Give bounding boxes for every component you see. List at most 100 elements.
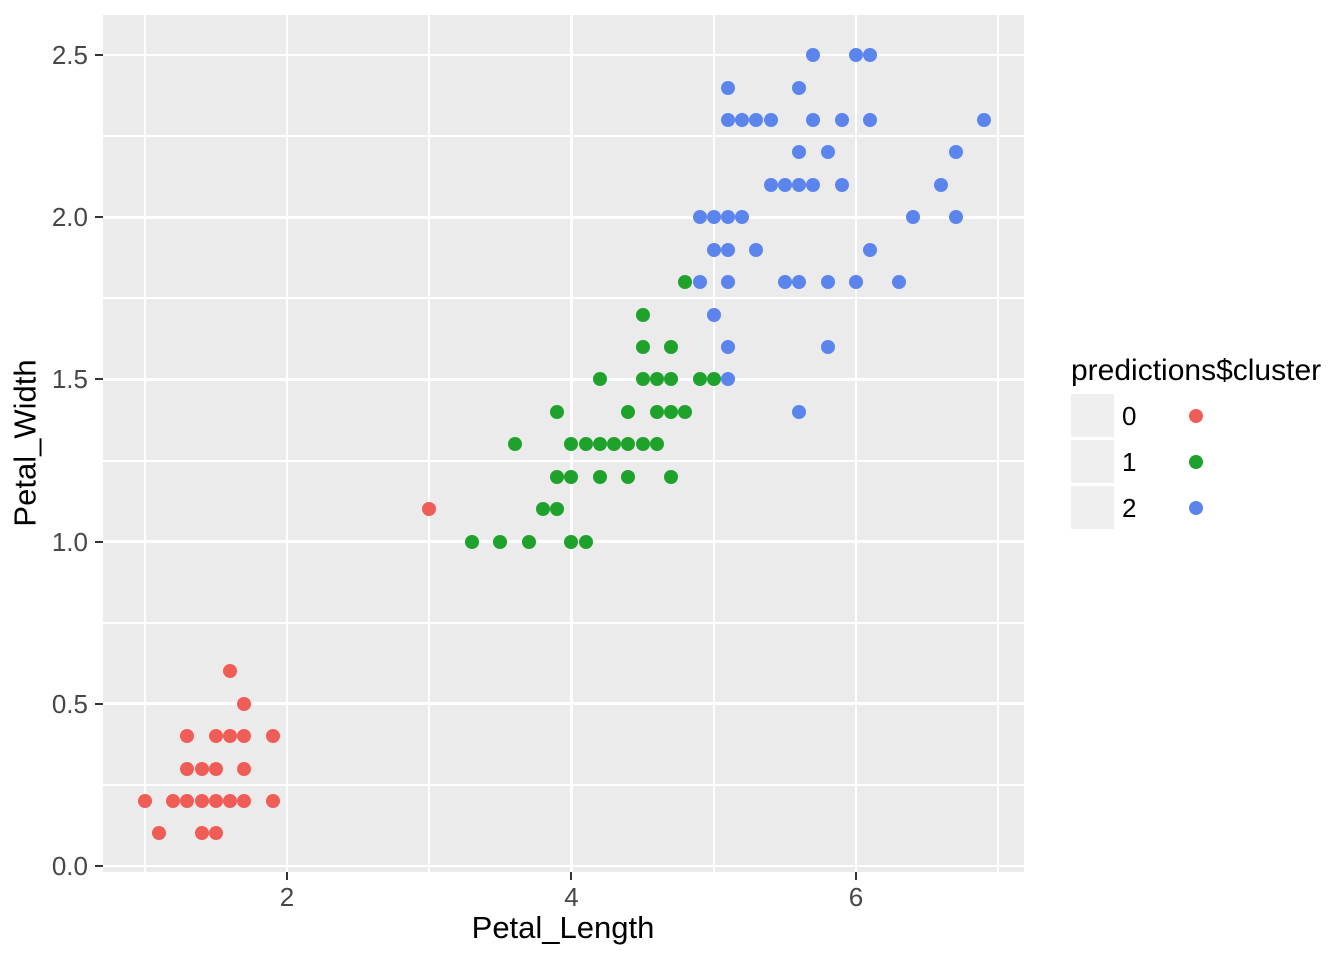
data-point-cluster-1	[536, 502, 550, 517]
data-point-cluster-0	[180, 729, 195, 744]
data-point-cluster-2	[749, 242, 764, 257]
data-point-cluster-2	[720, 80, 735, 95]
data-point-cluster-1	[550, 469, 565, 484]
data-point-cluster-1	[464, 534, 479, 549]
data-point-cluster-2	[863, 242, 878, 257]
x-tick-label: 4	[564, 882, 579, 912]
data-point-cluster-2	[720, 275, 735, 290]
data-point-cluster-2	[806, 177, 821, 192]
data-point-cluster-2	[863, 48, 878, 63]
data-point-cluster-1	[550, 502, 565, 517]
gridline-major-y	[103, 540, 1024, 543]
data-point-cluster-0	[208, 826, 223, 841]
data-point-cluster-2	[792, 177, 807, 192]
legend-swatch-dot-icon	[1189, 500, 1204, 515]
data-point-cluster-1	[635, 340, 650, 355]
legend-item-label: 2	[1122, 492, 1137, 523]
y-tick-mark	[95, 216, 103, 219]
legend-item-label: 0	[1122, 400, 1137, 431]
data-point-cluster-2	[706, 307, 721, 322]
data-point-cluster-2	[820, 275, 835, 290]
data-point-cluster-1	[564, 437, 579, 452]
data-point-cluster-1	[621, 469, 636, 484]
gridline-major-y	[103, 702, 1024, 705]
data-point-cluster-2	[692, 210, 707, 225]
data-point-cluster-0	[237, 696, 252, 711]
data-point-cluster-1	[635, 372, 650, 387]
data-point-cluster-0	[422, 502, 437, 517]
data-point-cluster-2	[720, 113, 735, 128]
data-point-cluster-2	[834, 177, 849, 192]
data-point-cluster-0	[237, 761, 252, 776]
y-tick-label: 1.0	[51, 526, 88, 557]
data-point-cluster-1	[664, 469, 679, 484]
data-point-cluster-2	[792, 145, 807, 160]
data-point-cluster-2	[792, 80, 807, 95]
data-point-cluster-1	[507, 437, 522, 452]
data-point-cluster-1	[664, 340, 679, 355]
y-tick-mark	[95, 378, 103, 381]
x-tick-label: 2	[279, 882, 295, 912]
data-point-cluster-2	[948, 210, 963, 225]
data-point-cluster-2	[720, 210, 735, 225]
data-point-cluster-2	[863, 113, 878, 128]
data-point-cluster-2	[777, 275, 792, 290]
data-point-cluster-2	[934, 177, 949, 192]
legend-swatch-dot-icon	[1189, 454, 1204, 469]
y-tick-label: 2.5	[51, 40, 88, 71]
data-point-cluster-1	[521, 534, 536, 549]
data-point-cluster-2	[806, 48, 821, 63]
y-tick-label: 0.5	[51, 688, 88, 719]
y-tick-label: 1.5	[51, 364, 88, 395]
legend-item-cluster-2: 2	[1071, 486, 1321, 529]
gridline-minor-y	[103, 297, 1024, 300]
x-tick-mark	[570, 872, 573, 880]
data-point-cluster-0	[208, 761, 223, 776]
data-point-cluster-2	[777, 177, 792, 192]
data-point-cluster-2	[792, 275, 807, 290]
data-point-cluster-2	[692, 275, 707, 290]
data-point-cluster-2	[905, 210, 920, 225]
gridline-minor-y	[103, 621, 1024, 624]
data-point-cluster-0	[208, 729, 223, 744]
data-point-cluster-0	[180, 793, 195, 808]
data-point-cluster-2	[763, 177, 778, 192]
data-point-cluster-0	[180, 761, 195, 776]
legend-key-box	[1071, 440, 1114, 483]
data-point-cluster-1	[550, 404, 565, 419]
legend-key-box	[1071, 486, 1114, 529]
gridline-minor-x	[143, 15, 146, 872]
data-point-cluster-2	[891, 275, 906, 290]
data-point-cluster-2	[848, 48, 863, 63]
data-point-cluster-0	[166, 793, 181, 808]
gridline-major-y	[103, 216, 1024, 219]
data-point-cluster-2	[706, 242, 721, 257]
gridline-minor-x	[712, 15, 715, 872]
gridline-minor-y	[103, 459, 1024, 462]
legend-title: predictions$cluster	[1071, 354, 1322, 387]
data-point-cluster-1	[578, 437, 593, 452]
data-point-cluster-1	[592, 437, 607, 452]
data-point-cluster-0	[265, 729, 280, 744]
data-point-cluster-2	[792, 404, 807, 419]
data-point-cluster-0	[194, 793, 209, 808]
data-point-cluster-0	[223, 793, 238, 808]
plot-panel	[103, 15, 1024, 872]
data-point-cluster-1	[564, 469, 579, 484]
x-tick-label: 6	[848, 882, 864, 912]
gridline-minor-y	[103, 135, 1024, 138]
data-point-cluster-1	[592, 372, 607, 387]
gridline-minor-x	[997, 15, 1000, 872]
data-point-cluster-1	[706, 372, 721, 387]
data-point-cluster-2	[749, 113, 764, 128]
data-point-cluster-1	[692, 372, 707, 387]
data-point-cluster-1	[578, 534, 593, 549]
data-point-cluster-0	[194, 761, 209, 776]
gridline-major-y	[103, 864, 1024, 868]
y-tick-label: 2.0	[51, 202, 88, 233]
data-point-cluster-2	[977, 113, 992, 128]
gridline-major-x	[285, 15, 289, 872]
data-point-cluster-1	[493, 534, 508, 549]
gridline-major-y	[103, 378, 1024, 381]
data-point-cluster-1	[564, 534, 579, 549]
